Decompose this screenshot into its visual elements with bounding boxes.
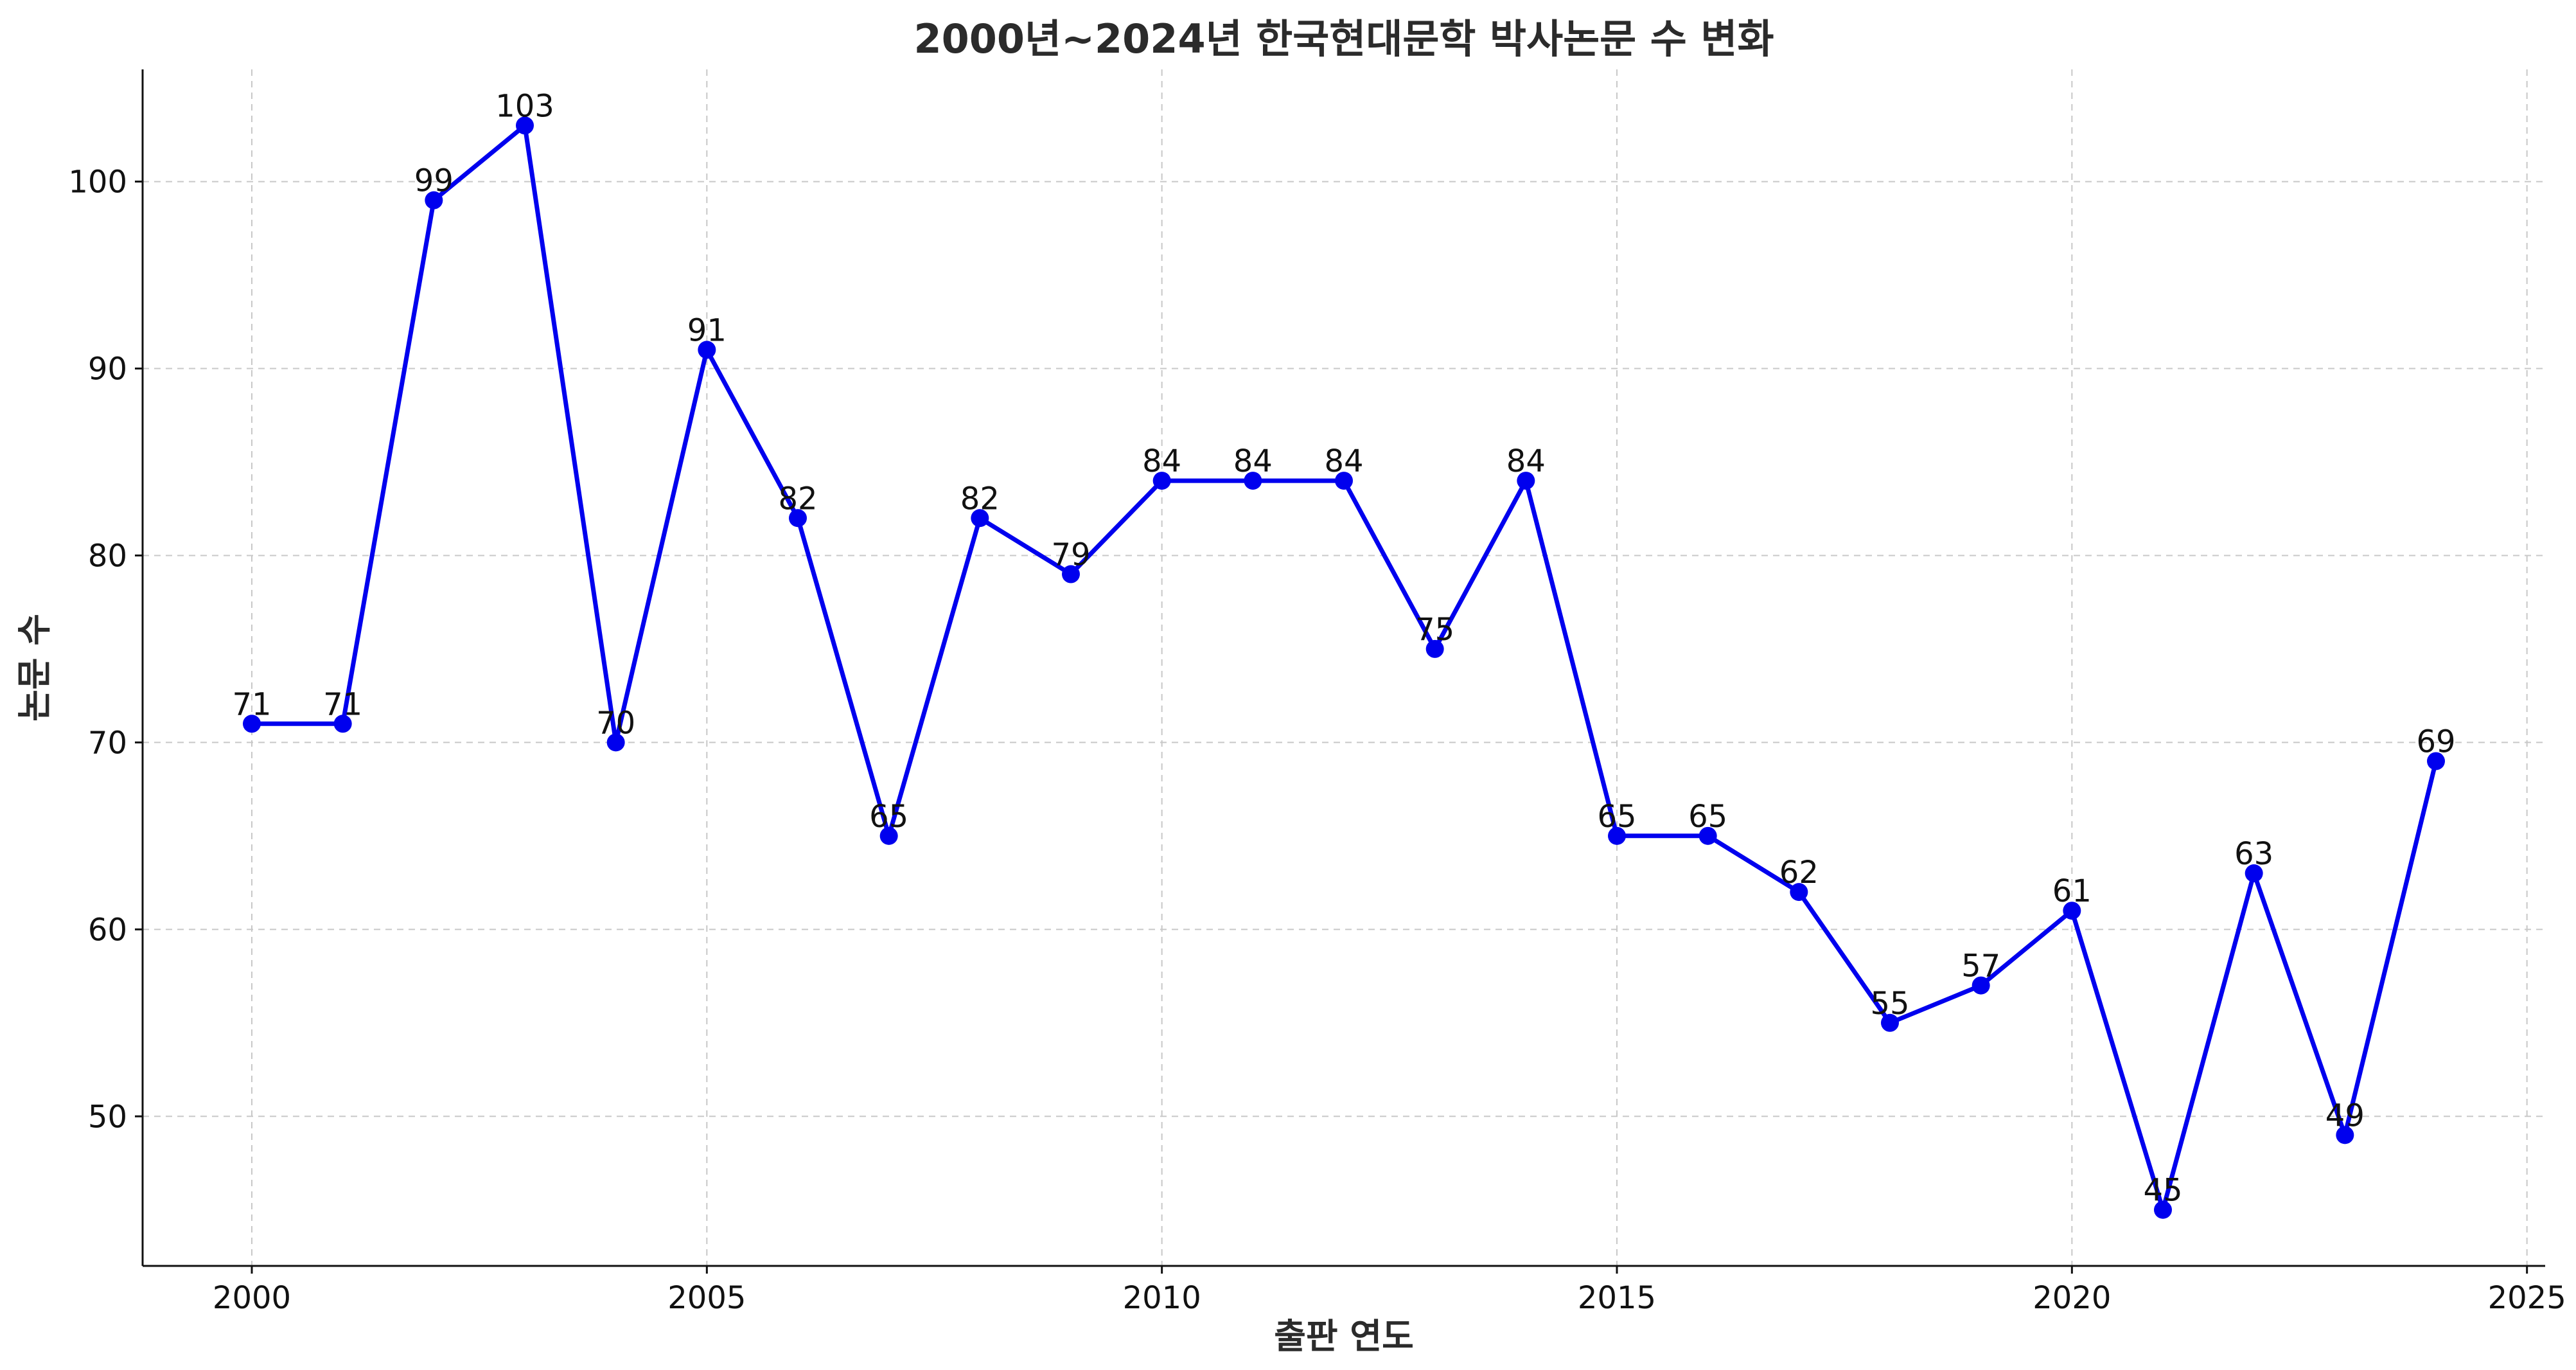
y-tick-label-50: 50 [88, 1099, 127, 1135]
data-point-2012 [1335, 472, 1353, 490]
y-tick-label-60: 60 [88, 912, 127, 948]
data-label-2001: 71 [323, 686, 362, 722]
x-axis-label: 출판 연도 [1274, 1316, 1414, 1357]
x-tick-label-2020: 2020 [2033, 1280, 2111, 1316]
data-point-2022 [2245, 864, 2263, 883]
data-points [243, 116, 2445, 1219]
data-point-2017 [1790, 883, 1808, 902]
x-tick-label-2005: 2005 [667, 1280, 746, 1316]
data-label-2006: 82 [778, 481, 817, 517]
y-tick-label-100: 100 [68, 165, 127, 200]
data-label-2005: 91 [687, 312, 727, 348]
data-point-2024 [2427, 752, 2445, 770]
data-point-2004 [606, 733, 625, 752]
data-label-2013: 75 [1415, 612, 1454, 648]
data-point-2003 [516, 116, 534, 135]
data-point-2006 [789, 509, 807, 528]
data-label-2008: 82 [960, 481, 1000, 517]
data-label-2014: 84 [1506, 443, 1546, 479]
data-point-2015 [1608, 826, 1626, 845]
data-label-2019: 57 [1961, 948, 2000, 984]
data-label-2018: 55 [1870, 986, 1909, 1022]
data-point-2007 [879, 826, 898, 845]
data-point-2011 [1244, 472, 1262, 490]
data-label-2022: 63 [2234, 836, 2273, 872]
data-point-2005 [698, 341, 716, 359]
data-label-2009: 79 [1051, 537, 1090, 573]
data-label-2000: 71 [232, 686, 271, 722]
y-axis-label: 논문 수 [14, 614, 55, 722]
data-point-2021 [2154, 1200, 2172, 1219]
data-point-2020 [2063, 902, 2081, 920]
data-point-2019 [1972, 976, 1990, 995]
data-label-2012: 84 [1324, 443, 1363, 479]
series-group [249, 123, 2439, 1213]
y-tick-label-80: 80 [88, 538, 127, 574]
x-tick-label-2025: 2025 [2488, 1280, 2566, 1316]
data-point-2002 [425, 191, 443, 209]
y-tick-label-70: 70 [88, 725, 127, 761]
data-label-2015: 65 [1597, 799, 1636, 835]
data-label-2003: 103 [495, 88, 554, 124]
data-label-2016: 65 [1688, 799, 1727, 835]
data-label-2004: 70 [596, 705, 635, 741]
x-tick-label-2015: 2015 [1578, 1280, 1656, 1316]
data-point-2013 [1425, 639, 1444, 658]
axes [141, 69, 2545, 1267]
data-point-2010 [1152, 472, 1171, 490]
series-line-0 [249, 123, 2439, 1213]
x-tick-label-2000: 2000 [213, 1280, 291, 1316]
data-point-2018 [1881, 1013, 1899, 1032]
grid-lines [143, 69, 2545, 1266]
data-label-2007: 65 [869, 799, 908, 835]
data-point-2014 [1517, 472, 1535, 490]
data-point-2001 [333, 715, 352, 733]
data-label-2002: 99 [414, 163, 454, 199]
tick-labels: 2000 2005 2010 2015 2020 2025 50 60 70 80 90 100 [68, 165, 2566, 1316]
data-label-2011: 84 [1233, 443, 1273, 479]
data-label-2020: 61 [2052, 873, 2092, 909]
data-label-2023: 49 [2325, 1098, 2365, 1134]
data-label-2021: 45 [2143, 1173, 2182, 1209]
data-label-2024: 69 [2416, 724, 2455, 760]
data-point-2016 [1698, 826, 1717, 845]
data-point-2009 [1062, 565, 1080, 583]
data-label-2010: 84 [1142, 443, 1181, 479]
data-labels: 71 71 99 103 70 91 82 65 82 79 84 84 84 75 84 65 65 62 55 5… [232, 88, 2455, 1208]
data-label-2017: 62 [1779, 855, 1819, 891]
data-point-2023 [2336, 1126, 2354, 1144]
data-point-2000 [243, 715, 261, 733]
y-tick-label-90: 90 [88, 351, 127, 387]
data-point-2008 [971, 509, 989, 528]
chart-title: 2000년~2024년 한국현대문학 박사논문 수 변화 [913, 15, 1774, 62]
x-tick-label-2010: 2010 [1123, 1280, 1201, 1316]
